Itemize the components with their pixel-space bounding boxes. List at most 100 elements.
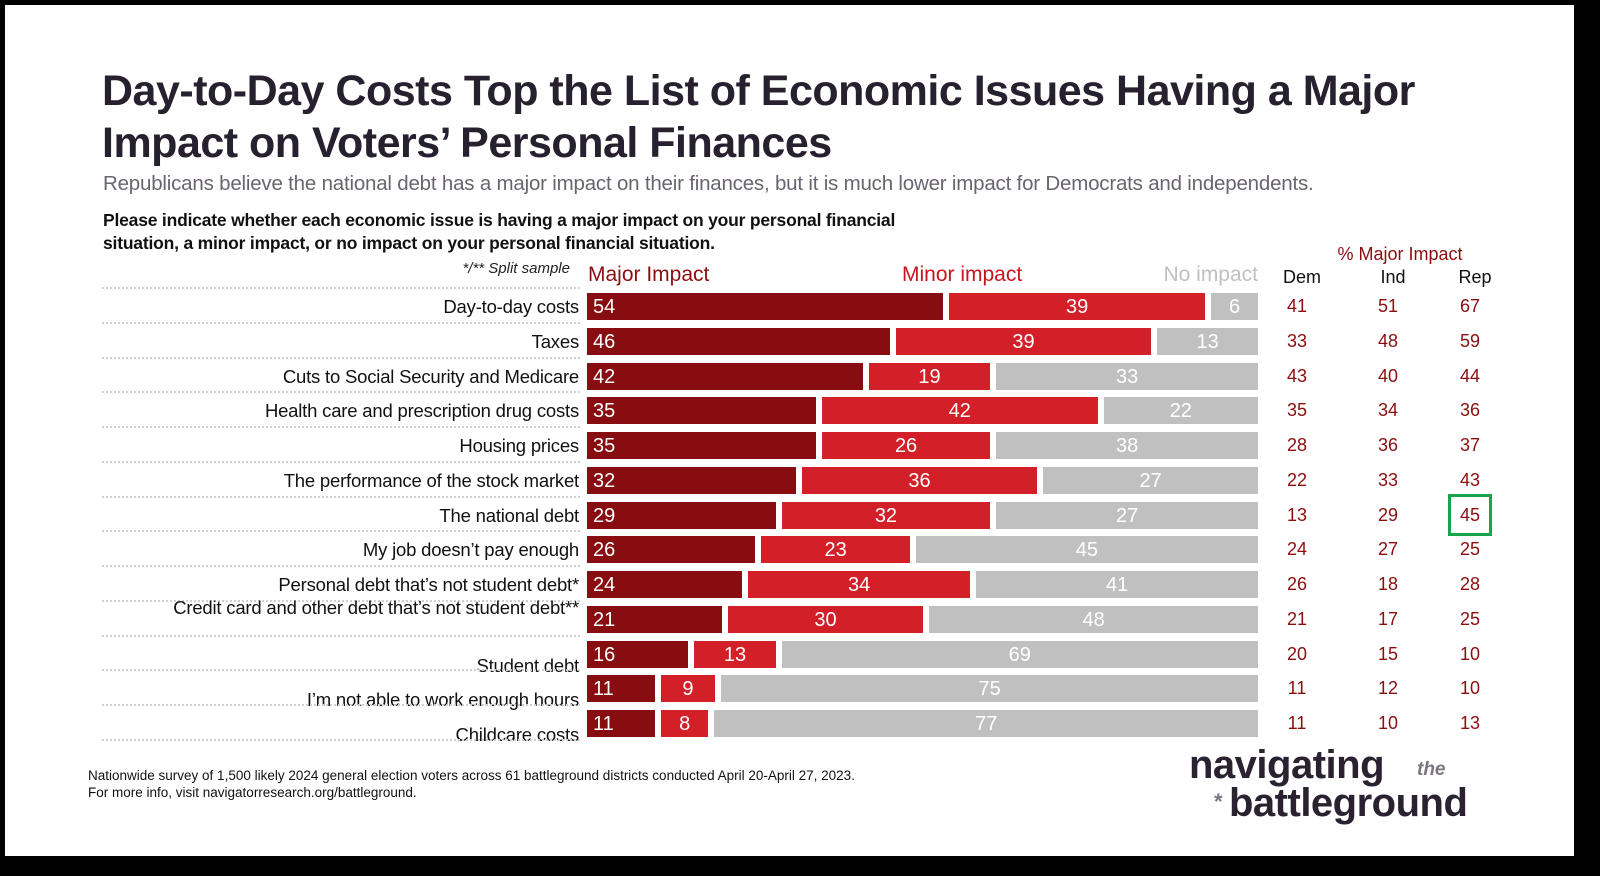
- party-value-dem: 35: [1286, 400, 1308, 421]
- category-label: Housing prices: [459, 435, 579, 456]
- category-label: The performance of the stock market: [283, 469, 579, 491]
- navigating-the-battleground-logo: navigating the * battleground: [1189, 743, 1549, 833]
- party-value-dem: 11: [1287, 678, 1307, 699]
- footnote-line-2: For more info, visit navigatorresearch.o…: [88, 785, 417, 800]
- bar-major-impact: 46: [587, 327, 890, 355]
- bar-no-impact: 48: [929, 605, 1258, 633]
- row-separator: [102, 391, 580, 394]
- party-value-rep: 28: [1459, 574, 1481, 594]
- bar-no-impact: 13: [1157, 327, 1258, 355]
- party-value-ind: 33: [1377, 469, 1399, 490]
- logo-word-the: the: [1417, 759, 1446, 780]
- party-value-ind: 15: [1377, 643, 1399, 664]
- row-separator: [102, 356, 580, 359]
- row-separator: [102, 634, 580, 637]
- chart-subtitle: Republicans believe the national debt ha…: [103, 172, 1314, 195]
- party-value-dem: 22: [1286, 469, 1308, 490]
- bar-major-impact: 35: [587, 397, 816, 425]
- column-header-rep: Rep: [1458, 267, 1492, 287]
- bar-major-impact: 24: [587, 571, 743, 598]
- bar-minor-impact: 9: [660, 675, 716, 703]
- bar-major-impact: 16: [587, 640, 689, 668]
- party-value-rep: 37: [1459, 435, 1481, 455]
- bar-no-impact: 45: [915, 536, 1258, 564]
- row-separator: [102, 495, 580, 498]
- row-separator: [102, 738, 580, 741]
- bar-major-impact: 11: [587, 675, 655, 703]
- bar-major-impact: 29: [587, 501, 776, 529]
- party-value-rep: 10: [1459, 643, 1481, 664]
- party-value-rep: 67: [1459, 296, 1481, 316]
- slide: Day-to-Day Costs Top the List of Economi…: [5, 5, 1574, 856]
- bar-no-impact: 41: [976, 571, 1258, 598]
- highlight-box: [1448, 493, 1492, 536]
- bar-no-impact: 75: [721, 675, 1258, 703]
- party-value-ind: 27: [1377, 539, 1399, 560]
- bar-minor-impact: 8: [660, 710, 709, 737]
- party-value-rep: 36: [1459, 400, 1481, 421]
- bar-major-impact: 54: [587, 293, 944, 320]
- category-label: Cuts to Social Security and Medicare: [282, 365, 579, 387]
- footnote-line-1: Nationwide survey of 1,500 likely 2024 g…: [88, 768, 855, 783]
- party-value-ind: 34: [1377, 400, 1399, 421]
- party-value-ind: 48: [1377, 330, 1399, 351]
- party-value-ind: 18: [1377, 574, 1399, 594]
- bar-major-impact: 35: [587, 432, 816, 459]
- party-value-rep: 13: [1459, 713, 1481, 733]
- party-value-dem: 13: [1286, 504, 1308, 525]
- party-value-dem: 28: [1286, 435, 1308, 455]
- bar-minor-impact: 19: [868, 362, 991, 390]
- bar-no-impact: 33: [996, 362, 1258, 390]
- party-value-rep: 45: [1459, 504, 1481, 525]
- footnote: Nationwide survey of 1,500 likely 2024 g…: [88, 767, 855, 801]
- row-separator: [102, 287, 580, 289]
- bar-major-impact: 11: [587, 710, 655, 737]
- party-value-ind: 36: [1377, 435, 1399, 455]
- category-label: Personal debt that’s not student debt*: [278, 574, 579, 595]
- row-separator: [102, 669, 580, 672]
- party-value-dem: 24: [1286, 539, 1308, 560]
- party-value-rep: 10: [1459, 678, 1481, 699]
- bar-minor-impact: 39: [895, 327, 1152, 355]
- bar-major-impact: 21: [587, 605, 722, 633]
- row-separator: [102, 321, 580, 324]
- bar-major-impact: 42: [587, 362, 863, 390]
- party-value-dem: 41: [1286, 296, 1308, 316]
- row-separator: [102, 565, 580, 567]
- bar-minor-impact: 23: [761, 536, 910, 564]
- party-table-title: % Major Impact: [1337, 244, 1463, 264]
- legend-no-impact: No impact: [1163, 263, 1258, 286]
- row-separator: [102, 460, 580, 463]
- party-value-ind: 40: [1377, 365, 1399, 386]
- party-value-ind: 17: [1377, 608, 1399, 629]
- party-value-ind: 12: [1377, 678, 1399, 699]
- bar-minor-impact: 42: [821, 397, 1098, 425]
- bar-minor-impact: 32: [781, 501, 991, 529]
- bar-minor-impact: 39: [949, 293, 1206, 320]
- party-value-ind: 10: [1377, 713, 1399, 733]
- bar-minor-impact: 36: [801, 466, 1038, 494]
- bar-no-impact: 6: [1211, 293, 1258, 320]
- bar-major-impact: 32: [587, 466, 796, 494]
- bar-no-impact: 38: [996, 432, 1258, 459]
- bar-no-impact: 69: [781, 640, 1258, 668]
- survey-question: Please indicate whether each economic is…: [103, 210, 896, 253]
- party-value-rep: 59: [1459, 330, 1481, 351]
- party-value-dem: 20: [1286, 643, 1308, 664]
- party-value-dem: 11: [1287, 713, 1307, 733]
- party-value-ind: 29: [1377, 504, 1399, 525]
- category-label: Childcare costs: [455, 724, 580, 745]
- column-header-dem: Dem: [1282, 267, 1321, 287]
- party-value-ind: 51: [1377, 296, 1399, 316]
- split-sample-note: */** Split sample: [462, 260, 570, 277]
- bar-minor-impact: 30: [727, 605, 924, 633]
- logo-word-navigating: navigating: [1189, 743, 1385, 787]
- category-label: I’m not able to work enough hours: [306, 689, 579, 711]
- legend-major-impact: Major Impact: [588, 263, 710, 286]
- bar-minor-impact: 34: [748, 571, 971, 598]
- party-value-rep: 25: [1459, 539, 1481, 560]
- party-value-rep: 44: [1459, 365, 1481, 386]
- party-value-rep: 43: [1459, 469, 1481, 490]
- category-label: The national debt: [439, 504, 579, 526]
- party-value-dem: 43: [1286, 365, 1308, 386]
